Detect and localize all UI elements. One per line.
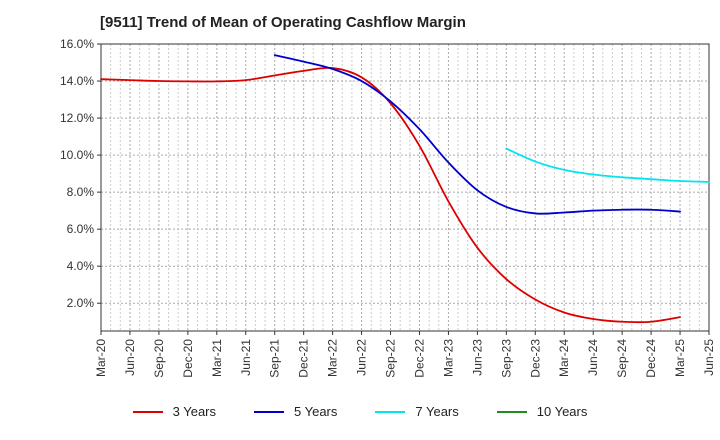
legend-item-5-years: 5 Years <box>254 404 337 419</box>
x-tick-label: Jun-24 <box>586 339 600 376</box>
x-tick-label: Jun-22 <box>355 339 369 376</box>
x-tick-label: Jun-20 <box>123 339 137 376</box>
x-tick-label: Mar-24 <box>557 339 571 377</box>
x-tick-label: Dec-22 <box>412 339 426 378</box>
chart-title: [9511] Trend of Mean of Operating Cashfl… <box>100 14 466 31</box>
legend-swatch <box>254 410 284 413</box>
x-tick-label: Jun-21 <box>239 339 253 376</box>
x-tick-label: Mar-22 <box>326 339 340 377</box>
legend-swatch <box>132 410 163 413</box>
series-line-5-years <box>273 54 681 215</box>
legend-label: 5 Years <box>294 404 338 419</box>
legend-label: 3 Years <box>172 404 216 419</box>
y-tick-label: 2.0% <box>67 296 95 310</box>
y-tick-label: 14.0% <box>60 74 94 88</box>
x-tick-label: Dec-24 <box>644 339 658 378</box>
y-tick-label: 16.0% <box>60 37 94 51</box>
x-tick-label: Sep-24 <box>615 339 629 378</box>
y-tick-label: 4.0% <box>67 259 95 273</box>
x-tick-label: Jun-23 <box>470 339 484 376</box>
y-tick-label: 10.0% <box>60 148 94 162</box>
legend-item-10-years: 10 Years <box>496 404 588 419</box>
y-tick-label: 6.0% <box>67 222 95 236</box>
x-tick-label: Sep-23 <box>499 339 513 378</box>
legend: 3 Years 5 Years 7 Years 10 Years <box>0 404 720 419</box>
series-line-3-years <box>100 66 681 324</box>
x-tick-label: Mar-25 <box>673 339 687 377</box>
x-tick-label: Mar-21 <box>210 339 224 377</box>
y-tick-label: 12.0% <box>60 111 94 125</box>
x-tick-label: Mar-23 <box>441 339 455 377</box>
plot-border <box>100 43 710 332</box>
legend-item-7-years: 7 Years <box>375 404 459 419</box>
legend-label: 7 Years <box>415 404 459 419</box>
x-tick-label: Dec-20 <box>181 339 195 378</box>
y-tick-label: 8.0% <box>67 185 95 199</box>
legend-swatch <box>375 410 406 413</box>
x-tick-label: Sep-21 <box>268 339 282 378</box>
x-tick-label: Sep-22 <box>384 339 398 378</box>
x-tick-label: Sep-20 <box>152 339 166 378</box>
x-tick-label: Jun-25 <box>702 339 716 376</box>
legend-label: 10 Years <box>536 404 588 419</box>
series-line-7-years <box>505 147 710 183</box>
x-tick-label: Dec-23 <box>528 339 542 378</box>
legend-item-3-years: 3 Years <box>132 404 216 419</box>
legend-swatch <box>496 410 527 413</box>
x-tick-label: Dec-21 <box>297 339 311 378</box>
x-tick-label: Mar-20 <box>94 339 108 377</box>
